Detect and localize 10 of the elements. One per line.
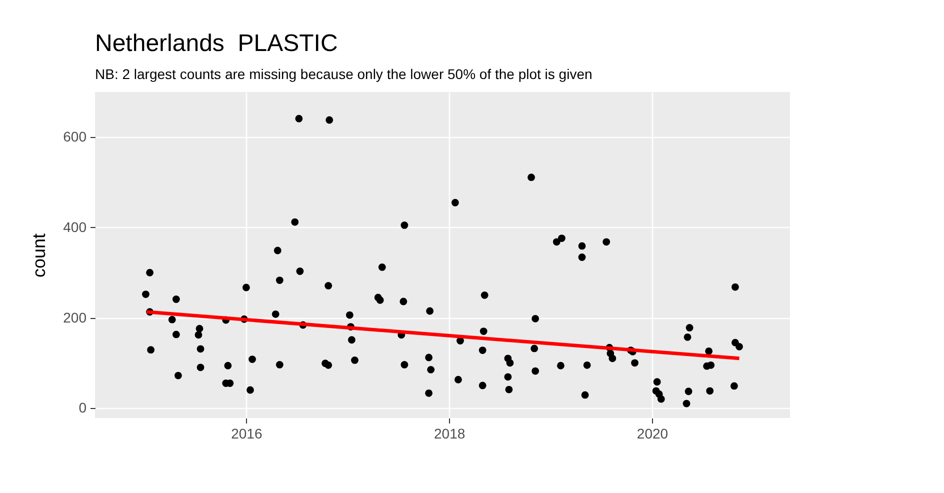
y-tick-label: 200 [63,309,87,326]
chart-title: Netherlands PLASTIC [95,30,338,57]
x-tick-label: 2020 [636,426,668,442]
chart-subtitle: NB: 2 largest counts are missing because only the lower 50% of the plot is given [95,66,592,82]
x-tick-label: 2018 [434,426,466,442]
y-axis-title: count [29,233,50,278]
y-tick-label: 600 [63,128,87,145]
y-tick-label: 400 [63,218,87,235]
y-tick-label: 0 [78,400,87,416]
x-tick-label: 2016 [231,426,262,442]
